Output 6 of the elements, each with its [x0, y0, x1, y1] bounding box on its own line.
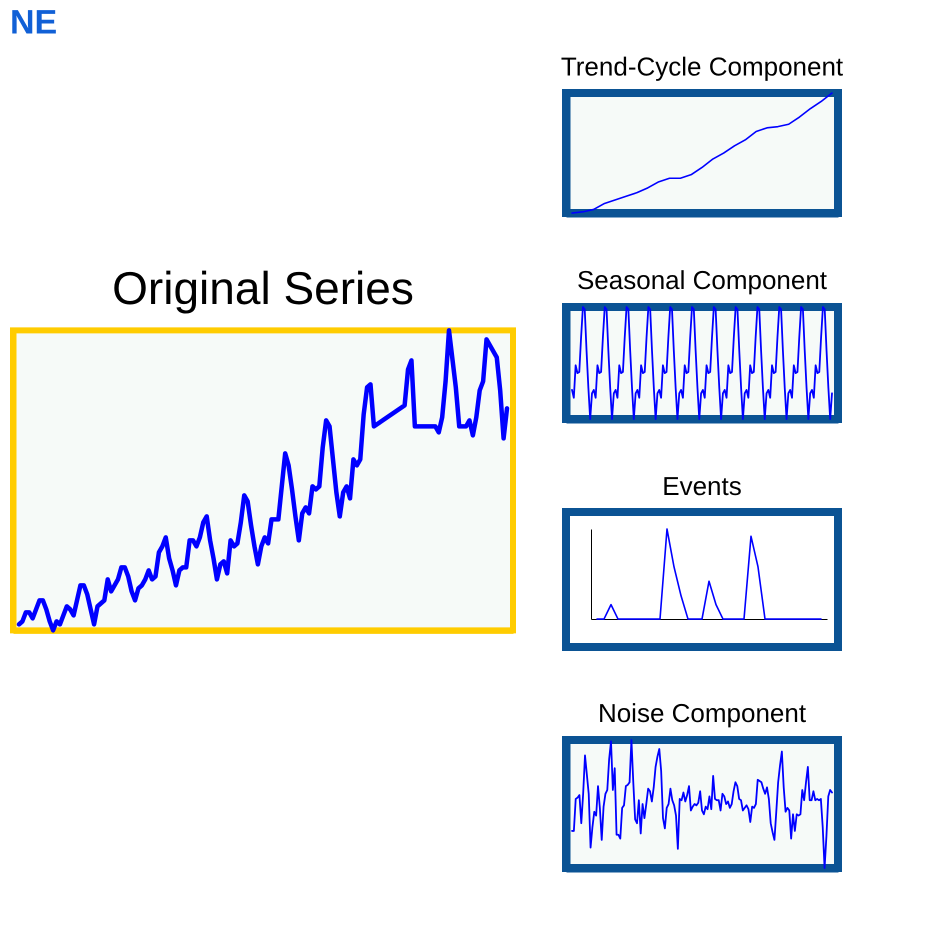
text: NE — [10, 3, 58, 42]
chart-title: Noise Component — [598, 698, 807, 728]
chart-title: Events — [662, 471, 742, 502]
chart-title: Trend-Cycle Component — [560, 51, 844, 82]
chart-title: Seasonal Component — [576, 265, 828, 296]
chart-title: Original Series — [112, 262, 414, 314]
